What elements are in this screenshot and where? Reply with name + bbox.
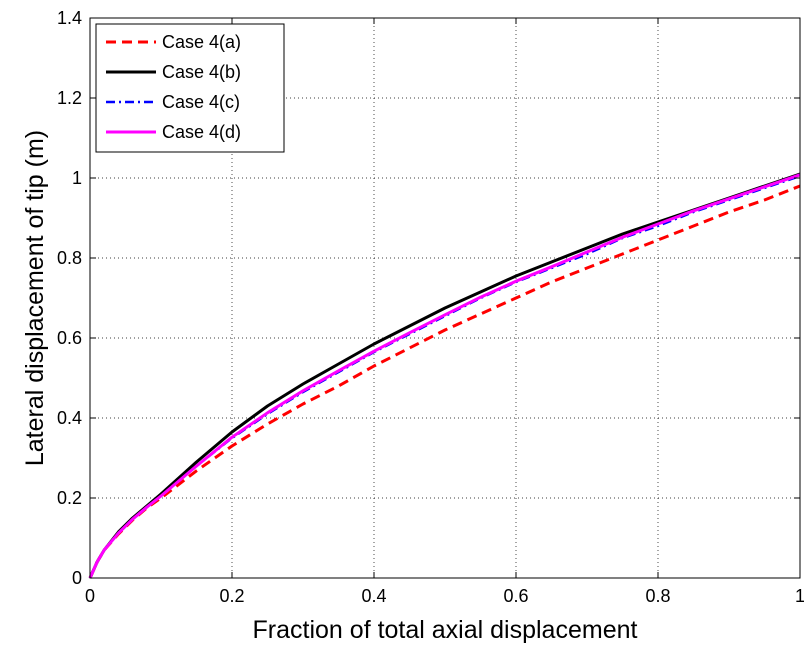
y-tick-label: 0.2 <box>57 488 82 508</box>
legend-label-3: Case 4(c) <box>162 92 240 112</box>
y-tick-label: 1.2 <box>57 88 82 108</box>
y-axis-label: Lateral displacement of tip (m) <box>21 130 49 466</box>
x-tick-label: 0.8 <box>645 586 670 606</box>
series-line-2 <box>88 172 801 579</box>
legend-label-4: Case 4(d) <box>162 122 241 142</box>
x-tick-label: 0.4 <box>361 586 386 606</box>
y-tick-label: 0.8 <box>57 248 82 268</box>
legend-label-2: Case 4(b) <box>162 62 241 82</box>
x-tick-label: 1 <box>795 586 804 606</box>
y-tick-label: 1.4 <box>57 8 82 28</box>
legend-label-1: Case 4(a) <box>162 32 241 52</box>
y-tick-label: 0.6 <box>57 328 82 348</box>
x-tick-label: 0.2 <box>219 586 244 606</box>
series-line-3 <box>88 174 801 579</box>
legend: Case 4(a) Case 4(b) Case 4(c) Case 4(d) <box>95 23 285 153</box>
y-tick-label: 0 <box>72 568 82 588</box>
series-line-1 <box>88 184 801 579</box>
x-tick-label: 0 <box>85 586 95 606</box>
ticks: 0 0.2 0.4 0.6 0.8 1 0 0.2 0.4 0.6 0.8 1 1.2 1.4 <box>57 8 804 606</box>
y-tick-label: 0.4 <box>57 408 82 428</box>
y-tick-label: 1 <box>72 168 82 188</box>
x-axis-label: Fraction of total axial displacement <box>253 616 638 644</box>
plot-frame <box>89 17 801 579</box>
series-lines <box>88 172 801 579</box>
series-line-4 <box>88 173 801 579</box>
x-tick-label: 0.6 <box>503 586 528 606</box>
